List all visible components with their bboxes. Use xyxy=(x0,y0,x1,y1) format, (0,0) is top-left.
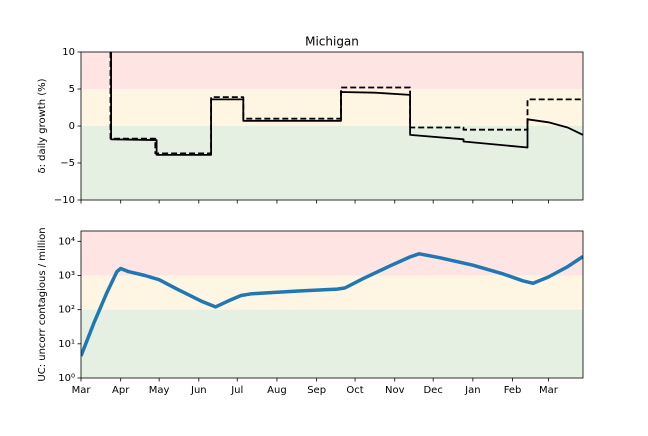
band xyxy=(81,231,583,276)
y-tick-label: 10² xyxy=(58,305,75,316)
data-line xyxy=(81,252,583,357)
x-tick-label: Dec xyxy=(423,385,442,396)
x-tick-label: Nov xyxy=(385,385,405,396)
band xyxy=(81,89,583,126)
axes-frame xyxy=(80,230,584,379)
data-line xyxy=(109,52,583,155)
x-tick-label: Mar xyxy=(72,385,92,396)
y-tick-label: 10¹ xyxy=(58,339,75,350)
band xyxy=(81,52,583,89)
y-axis-label: δ: daily growth (%) xyxy=(37,78,48,173)
band xyxy=(81,309,583,378)
y-tick-label: 10⁴ xyxy=(58,236,75,247)
x-tick-label: Mar xyxy=(539,385,559,396)
band xyxy=(81,126,583,200)
y-axis-label: UC: uncorr contagious / million xyxy=(37,227,48,381)
x-tick-label: Feb xyxy=(504,385,522,396)
x-tick-label: Sep xyxy=(307,385,326,396)
y-tick-label: 10⁰ xyxy=(58,373,75,384)
x-tick-label: Apr xyxy=(112,385,130,396)
y-tick-label: −10 xyxy=(54,195,75,206)
x-tick-label: Jun xyxy=(190,385,207,396)
y-tick-label: 0 xyxy=(69,121,75,132)
x-tick-label: Jan xyxy=(464,385,480,396)
x-tick-label: Aug xyxy=(267,385,287,396)
x-tick-label: Jul xyxy=(230,385,243,396)
x-tick-label: Oct xyxy=(346,385,363,396)
y-tick-label: −5 xyxy=(60,158,75,169)
y-tick-label: 5 xyxy=(69,84,75,95)
y-tick-label: 10 xyxy=(62,47,75,58)
y-tick-label: 10³ xyxy=(58,270,75,281)
x-tick-label: May xyxy=(149,385,170,396)
chart-title: Michigan xyxy=(305,35,359,49)
